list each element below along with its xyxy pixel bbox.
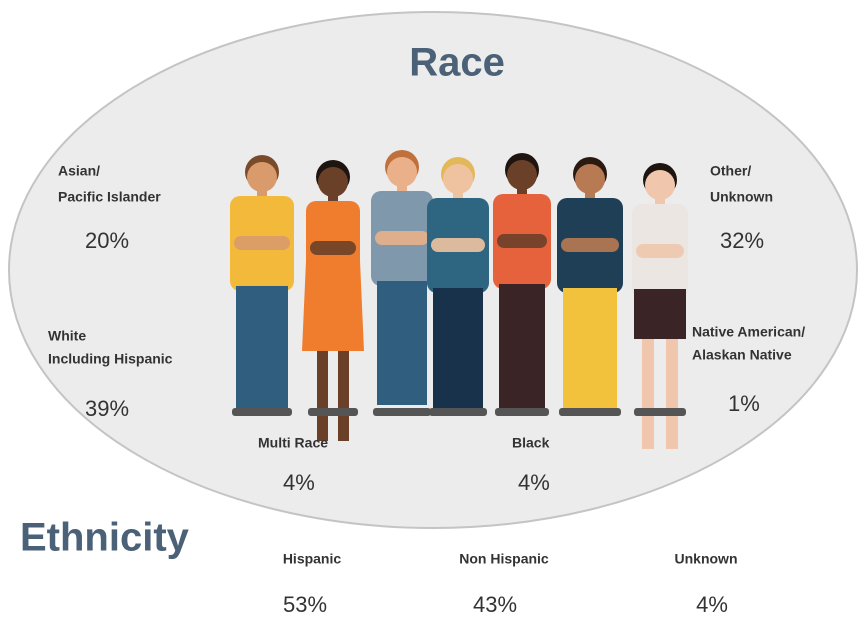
person-leg <box>402 281 427 405</box>
person-arms <box>561 238 619 252</box>
person-arms <box>636 244 684 258</box>
person-leg <box>590 288 617 412</box>
ethnicity-percent: 53% <box>283 592 327 617</box>
race-percent: 1% <box>728 391 760 416</box>
race-label: Asian/ <box>58 163 100 179</box>
person-shoes <box>634 408 686 416</box>
person-arms <box>431 238 485 252</box>
person-leg <box>317 351 328 441</box>
person-arms <box>375 231 429 245</box>
race-percent: 4% <box>518 470 550 495</box>
race-percent: 32% <box>720 228 764 253</box>
person-leg <box>236 286 262 410</box>
race-label: Including Hispanic <box>48 351 173 367</box>
race-label: Alaskan Native <box>692 347 792 363</box>
person-shoes <box>232 408 292 416</box>
race-label: Other/ <box>710 163 751 179</box>
ethnicity-percent: 4% <box>696 592 728 617</box>
person-leg <box>377 281 402 405</box>
race-label: Unknown <box>710 189 773 205</box>
person-head <box>247 162 277 192</box>
race-label: Native American/ <box>692 324 805 340</box>
person-head <box>507 160 537 190</box>
person-arms <box>234 236 290 250</box>
person-leg <box>262 286 288 410</box>
person-arms <box>497 234 547 248</box>
ethnicity-title: Ethnicity <box>20 516 190 560</box>
race-percent: 4% <box>283 470 315 495</box>
person-leg <box>458 288 483 412</box>
person-shoes <box>308 408 358 416</box>
person-head <box>318 167 348 197</box>
infographic: Race Asian/ Pacific Islander 20% White I… <box>0 0 866 618</box>
person-leg <box>666 339 678 449</box>
race-label: Pacific Islander <box>58 189 161 205</box>
ethnicity-percent: 43% <box>473 592 517 617</box>
person-leg <box>642 339 654 449</box>
person-shoes <box>429 408 487 416</box>
person-head <box>645 170 675 200</box>
race-label: Black <box>512 435 550 451</box>
person-shoes <box>495 408 549 416</box>
person-skirt <box>634 289 686 339</box>
person-arms <box>310 241 356 255</box>
race-label: Multi Race <box>258 435 328 451</box>
person-head <box>575 164 605 194</box>
ethnicity-label: Unknown <box>675 551 738 567</box>
person-leg <box>563 288 590 412</box>
person-leg <box>338 351 349 441</box>
race-title: Race <box>409 41 505 85</box>
person-leg <box>499 284 522 408</box>
race-label: White <box>48 328 86 344</box>
person-dress <box>302 261 364 351</box>
race-percent: 39% <box>85 396 129 421</box>
person-head <box>443 164 473 194</box>
ethnicity-label: Non Hispanic <box>459 551 549 567</box>
person-leg <box>433 288 458 412</box>
person-shoes <box>559 408 621 416</box>
race-percent: 20% <box>85 228 129 253</box>
person-head <box>387 157 417 187</box>
person-leg <box>522 284 545 408</box>
ethnicity-label: Hispanic <box>283 551 342 567</box>
page: {"race": {"title": "Race", "groups": [ {… <box>0 0 866 618</box>
person-shoes <box>373 408 431 416</box>
